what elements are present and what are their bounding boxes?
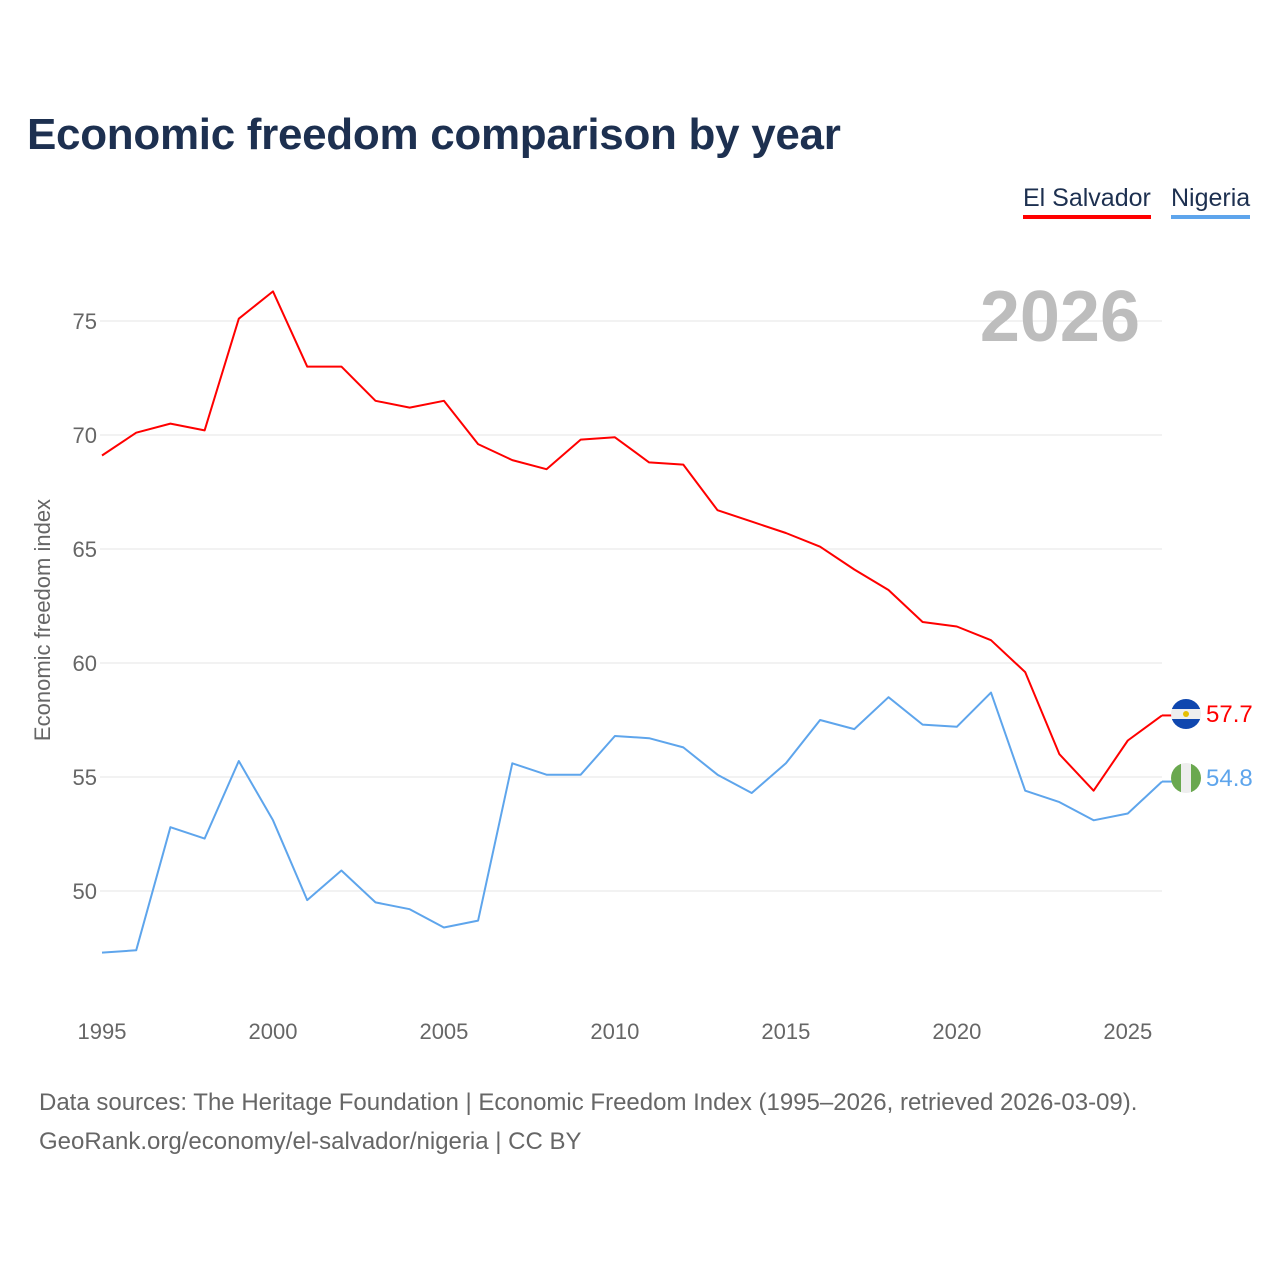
footer-attribution: GeoRank.org/economy/el-salvador/nigeria … (39, 1128, 582, 1155)
x-tick-label: 2010 (590, 1019, 639, 1044)
nigeria-end-label: 54.8 (1206, 765, 1253, 792)
el-salvador-end-label: 57.7 (1206, 701, 1253, 728)
series-line-nigeria (101, 691, 1163, 954)
y-tick-label: 75 (73, 309, 97, 334)
y-tick-label: 55 (73, 765, 97, 790)
y-tick-label: 70 (73, 423, 97, 448)
x-tick-label: 1995 (78, 1019, 127, 1044)
y-tick-label: 60 (73, 651, 97, 676)
nigeria-flag-icon (1171, 763, 1201, 793)
x-tick-label: 2020 (932, 1019, 981, 1044)
y-axis-label: Economic freedom index (30, 499, 55, 741)
y-tick-label: 65 (73, 537, 97, 562)
legend-nigeria[interactable]: Nigeria (1171, 184, 1251, 219)
y-tick-label: 50 (73, 879, 97, 904)
x-tick-label: 2025 (1103, 1019, 1152, 1044)
year-watermark: 2026 (980, 277, 1140, 357)
legend-el-salvador[interactable]: El Salvador (1023, 184, 1151, 219)
chart-title: Economic freedom comparison by year (27, 110, 841, 159)
x-tick-label: 2005 (419, 1019, 468, 1044)
x-tick-label: 2015 (761, 1019, 810, 1044)
x-tick-label: 2000 (248, 1019, 297, 1044)
series-line-el-salvador (101, 290, 1163, 792)
el-salvador-flag-icon (1171, 699, 1201, 729)
footer-sources: Data sources: The Heritage Foundation | … (39, 1089, 1138, 1116)
